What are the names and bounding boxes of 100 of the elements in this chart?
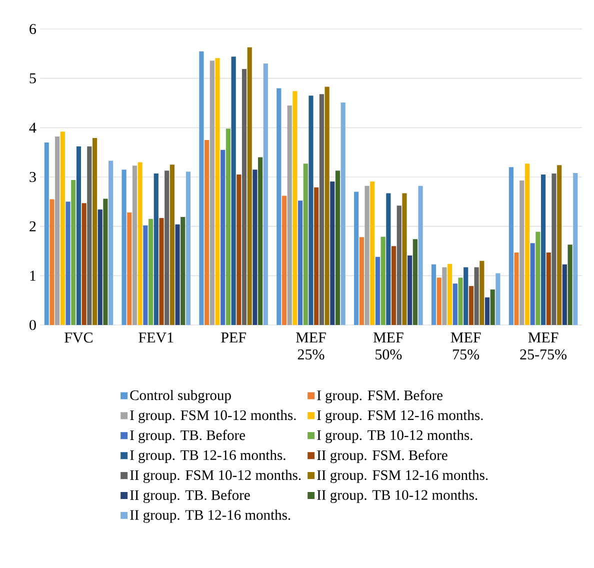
bar (408, 255, 412, 325)
legend-label: II group. TB 12-16 months. (130, 510, 290, 523)
bar (303, 164, 308, 325)
bar (76, 146, 82, 325)
bar (324, 86, 330, 325)
bar (108, 160, 114, 325)
bar (386, 193, 391, 325)
bar (496, 273, 500, 325)
bar (375, 256, 380, 325)
bar (402, 193, 407, 325)
bar (231, 56, 236, 325)
bar (552, 174, 556, 325)
bar (436, 278, 442, 325)
bar (82, 203, 86, 325)
legend-label: I group. TB 12-16 months. (130, 450, 286, 464)
bar (210, 60, 214, 325)
x-tick-label: MEF 25-75% (520, 332, 567, 360)
bar (154, 174, 158, 325)
bar (143, 225, 148, 325)
bar (340, 102, 346, 325)
bar (164, 170, 170, 325)
bar (258, 157, 263, 325)
bar (66, 202, 70, 325)
x-tick-label: MEF 75% (450, 332, 481, 360)
y-tick-label: 2 (30, 221, 36, 232)
bar (490, 289, 495, 325)
bar (314, 187, 319, 325)
bar (148, 218, 154, 325)
x-tick-label: MEF 50% (373, 332, 404, 360)
bar (122, 170, 126, 325)
y-tick-label: 1 (30, 270, 36, 281)
y-tick-label: 5 (30, 73, 36, 84)
bar (204, 140, 210, 325)
bar (448, 264, 452, 325)
bar (359, 237, 364, 325)
bar (252, 170, 258, 325)
bar (468, 286, 474, 325)
bar (508, 167, 514, 325)
bar (103, 198, 108, 325)
bar (557, 165, 562, 325)
x-tick-label: FVC (64, 332, 92, 343)
bar (335, 170, 340, 325)
bar (87, 146, 92, 325)
bar (298, 200, 303, 325)
bar (514, 252, 519, 325)
legend-label: II group. FSM 12-16 months. (317, 470, 488, 483)
legend-label: I group. FSM 12-16 months. (317, 410, 483, 424)
bar (55, 136, 60, 325)
bar (98, 210, 102, 325)
bar (354, 192, 359, 325)
legend-label: I group. TB. Before (130, 430, 246, 444)
bar (215, 58, 220, 325)
bar (242, 68, 247, 325)
legend-label: Control subgroup (130, 390, 231, 404)
legend-label: II group. FSM. Before (317, 450, 448, 464)
bar (287, 105, 292, 325)
y-tick-label: 4 (29, 122, 36, 133)
legend-label: II group. FSM 10-12 months. (130, 470, 301, 483)
bar (573, 173, 578, 325)
legend-label: II group. TB 10-12 months. (317, 490, 478, 503)
bar (263, 64, 268, 325)
x-tick-label: FEV1 (138, 332, 174, 343)
bar (308, 96, 314, 325)
x-tick-label: PEF (221, 332, 246, 342)
x-tick-label: MEF 25% (296, 332, 326, 360)
legend-label: II group. TB. Before (130, 490, 250, 503)
bar (484, 297, 490, 325)
bar (540, 174, 546, 325)
bar (132, 166, 138, 325)
bar (452, 284, 458, 325)
bar (370, 181, 375, 325)
bar (568, 244, 572, 325)
bar (50, 199, 54, 325)
bar (276, 88, 282, 325)
bar (546, 252, 551, 325)
bar (247, 47, 252, 325)
legend-label: I group. FSM. Before (317, 390, 443, 404)
bar (431, 264, 436, 325)
bar (330, 181, 335, 325)
bar (464, 267, 468, 325)
bar (480, 260, 484, 325)
bar (474, 267, 479, 325)
bar (292, 91, 298, 325)
bar (396, 206, 402, 325)
bar (524, 164, 530, 325)
bar (92, 138, 98, 325)
y-tick-label: 0 (30, 320, 36, 330)
bar (391, 246, 396, 325)
bar (159, 218, 164, 325)
legend-label: I group. TB 10-12 months. (317, 430, 472, 444)
bar (282, 196, 287, 325)
bar (199, 51, 204, 325)
bar (319, 94, 324, 325)
bar (536, 232, 540, 325)
legend-label: I group. FSM 10-12 months. (130, 410, 296, 424)
bar (458, 278, 463, 325)
bar (380, 236, 386, 325)
bar (186, 172, 191, 325)
bar (60, 132, 65, 325)
bar (170, 164, 174, 325)
